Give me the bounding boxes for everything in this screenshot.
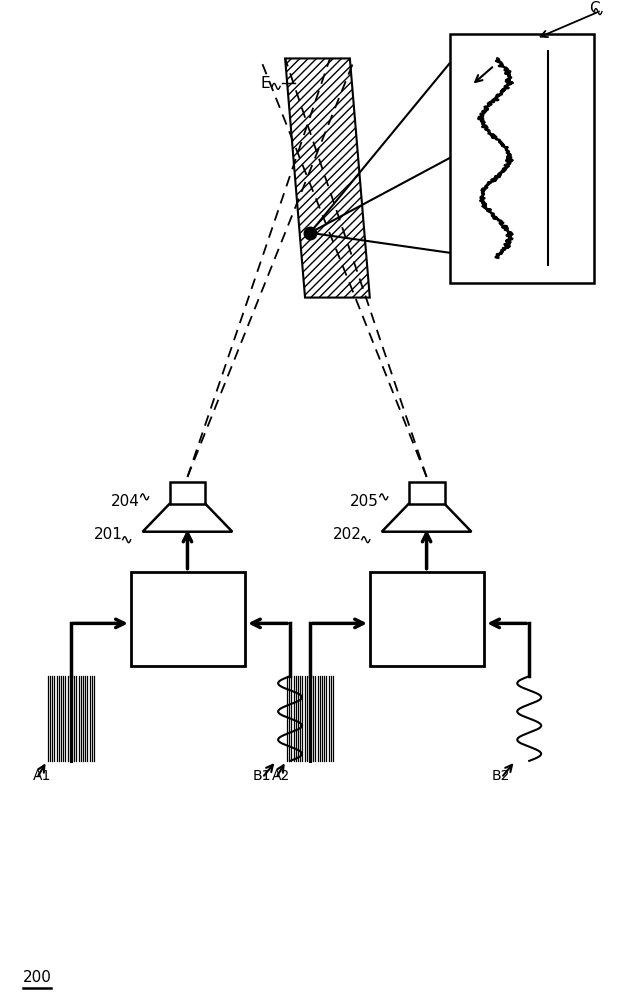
Text: A2: A2 — [272, 769, 291, 783]
Text: 205: 205 — [350, 494, 379, 509]
Bar — [450, 34, 594, 283]
Text: B2: B2 — [491, 769, 509, 783]
Bar — [370, 572, 484, 666]
Polygon shape — [382, 504, 471, 532]
Text: 202: 202 — [333, 527, 362, 542]
Text: A1: A1 — [33, 769, 52, 783]
Bar — [409, 482, 445, 504]
Bar — [170, 482, 206, 504]
Text: 204: 204 — [111, 494, 140, 509]
Text: 200: 200 — [23, 970, 52, 985]
Text: 201: 201 — [94, 527, 123, 542]
Text: B1: B1 — [252, 769, 270, 783]
Polygon shape — [143, 504, 232, 532]
Text: E: E — [260, 76, 270, 91]
Text: C: C — [589, 1, 599, 16]
Bar — [131, 572, 245, 666]
